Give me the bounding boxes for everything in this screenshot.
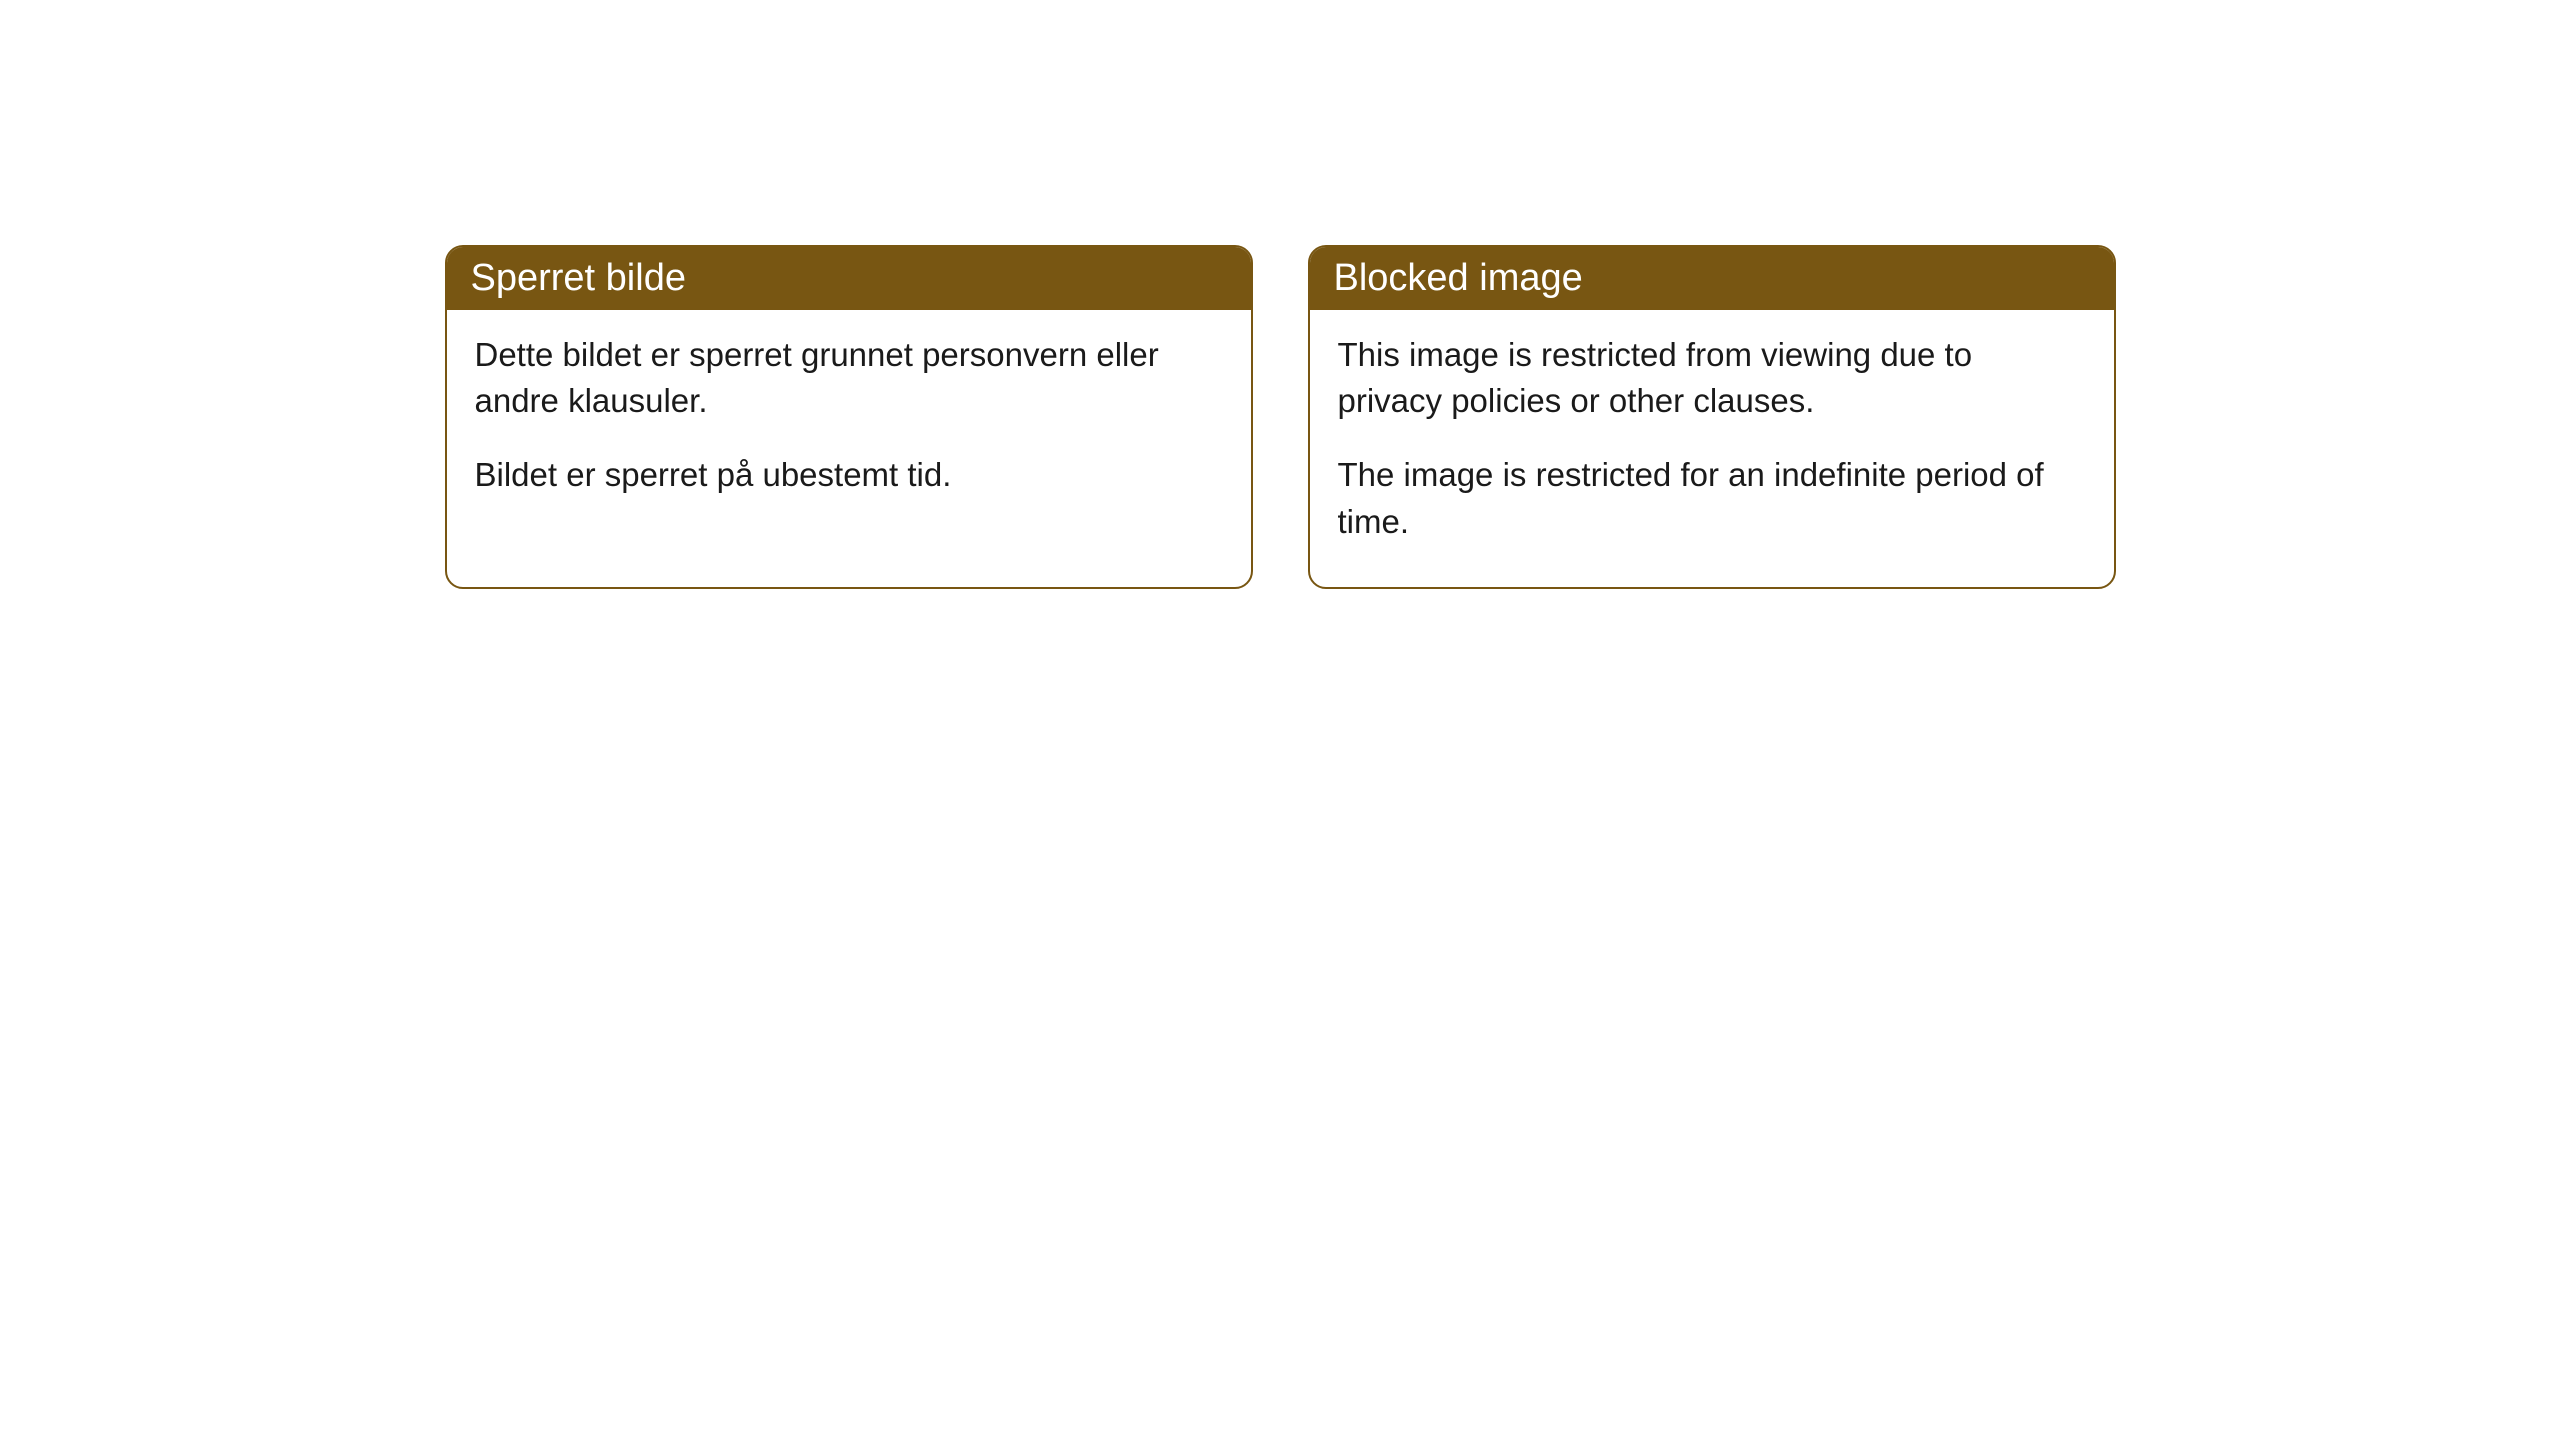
notice-card-norwegian: Sperret bilde Dette bildet er sperret gr…: [445, 245, 1253, 589]
cards-container: Sperret bilde Dette bildet er sperret gr…: [0, 245, 2560, 589]
card-title-norwegian: Sperret bilde: [471, 257, 686, 299]
card-header-norwegian: Sperret bilde: [447, 247, 1251, 310]
card-body-norwegian: Dette bildet er sperret grunnet personve…: [447, 310, 1251, 541]
card-text-norwegian-p1: Dette bildet er sperret grunnet personve…: [475, 332, 1223, 424]
card-text-english-p2: The image is restricted for an indefinit…: [1338, 452, 2086, 544]
notice-card-english: Blocked image This image is restricted f…: [1308, 245, 2116, 589]
card-text-norwegian-p2: Bildet er sperret på ubestemt tid.: [475, 452, 1223, 498]
card-title-english: Blocked image: [1334, 257, 1583, 299]
card-body-english: This image is restricted from viewing du…: [1310, 310, 2114, 587]
card-header-english: Blocked image: [1310, 247, 2114, 310]
card-text-english-p1: This image is restricted from viewing du…: [1338, 332, 2086, 424]
